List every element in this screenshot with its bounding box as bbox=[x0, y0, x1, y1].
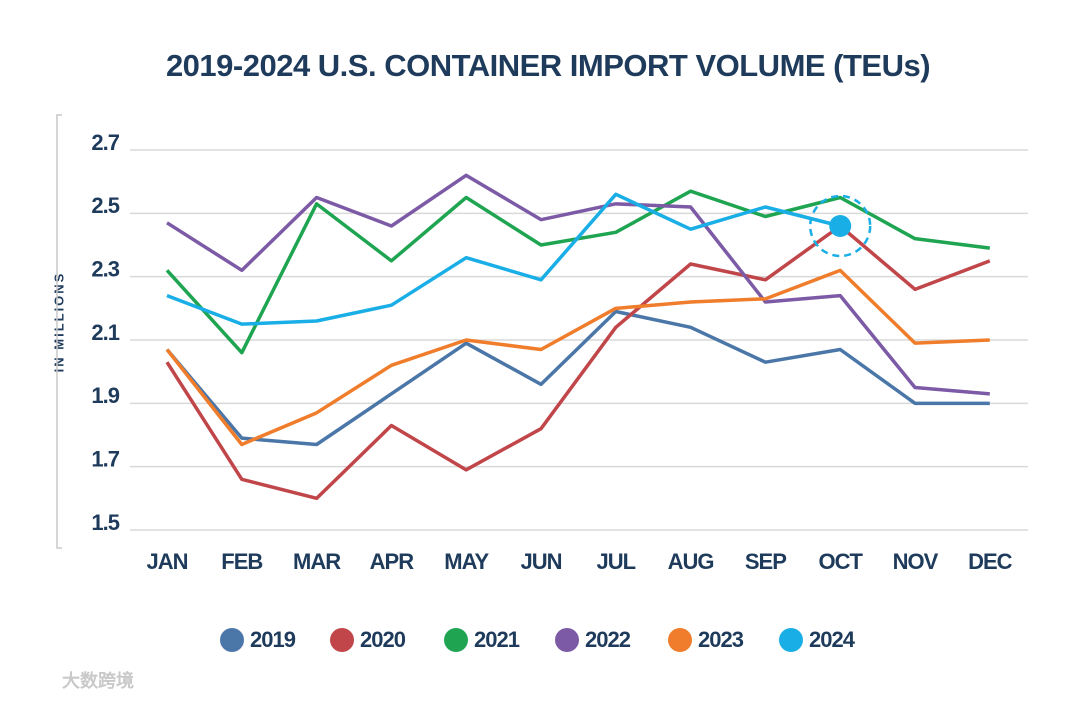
legend-label: 2019 bbox=[250, 627, 296, 652]
line bbox=[166, 192, 841, 326]
y-tick-label: 2.1 bbox=[91, 320, 119, 345]
y-tick-label: 2.5 bbox=[91, 193, 119, 218]
legend-label: 2021 bbox=[474, 627, 520, 652]
highlight-ring bbox=[808, 194, 872, 258]
y-tick-label: 2.3 bbox=[91, 256, 119, 281]
y-axis-label: IN MILLIONS bbox=[51, 272, 66, 373]
legend-item: 2022 bbox=[555, 627, 632, 652]
y-tick-label: 1.9 bbox=[91, 383, 119, 408]
legend-label: 2020 bbox=[360, 627, 406, 652]
series-line bbox=[166, 192, 841, 326]
line bbox=[165, 224, 991, 501]
axis-bracket bbox=[56, 114, 62, 549]
watermark: 大数跨境 bbox=[62, 670, 134, 691]
x-tick-label: FEB bbox=[221, 549, 262, 574]
x-tick-label: DEC bbox=[968, 549, 1013, 574]
legend-label: 2024 bbox=[809, 627, 856, 652]
x-tick-label: JAN bbox=[146, 549, 187, 574]
x-tick-label: JUL bbox=[597, 549, 636, 574]
x-tick-label: AUG bbox=[668, 549, 714, 574]
legend-item: 2021 bbox=[444, 627, 521, 652]
legend-swatch bbox=[668, 628, 692, 652]
line bbox=[165, 268, 990, 447]
legend-item: 2023 bbox=[668, 627, 745, 652]
series-line bbox=[165, 309, 990, 447]
legend-item: 2024 bbox=[779, 627, 857, 652]
x-tick-label: SEP bbox=[745, 549, 786, 574]
legend-item: 2019 bbox=[220, 627, 297, 652]
legend-swatch bbox=[330, 628, 354, 652]
legend-swatch bbox=[779, 628, 803, 652]
y-tick-label: 1.7 bbox=[91, 446, 119, 471]
highlight-point bbox=[829, 215, 852, 237]
series-line bbox=[165, 224, 991, 501]
line bbox=[166, 173, 990, 396]
y-tick-label: 2.7 bbox=[91, 130, 119, 155]
x-tick-label: APR bbox=[370, 549, 415, 574]
chart-title: 2019-2024 U.S. CONTAINER IMPORT VOLUME (… bbox=[166, 48, 930, 83]
x-tick-label: MAR bbox=[293, 549, 341, 574]
x-tick-label: NOV bbox=[893, 549, 939, 574]
x-tick-label: MAY bbox=[444, 549, 489, 574]
series-line bbox=[165, 268, 990, 447]
legend-label: 2022 bbox=[585, 627, 631, 652]
x-tick-label: JUN bbox=[520, 549, 561, 574]
x-tick-label: OCT bbox=[818, 549, 863, 574]
line bbox=[165, 309, 990, 447]
legend-swatch bbox=[444, 628, 468, 652]
legend-swatch bbox=[555, 628, 579, 652]
series-line bbox=[166, 173, 990, 396]
legend-item: 2020 bbox=[330, 627, 407, 652]
legend-swatch bbox=[220, 628, 244, 652]
y-tick-label: 1.5 bbox=[91, 510, 119, 535]
legend-label: 2023 bbox=[698, 627, 744, 652]
